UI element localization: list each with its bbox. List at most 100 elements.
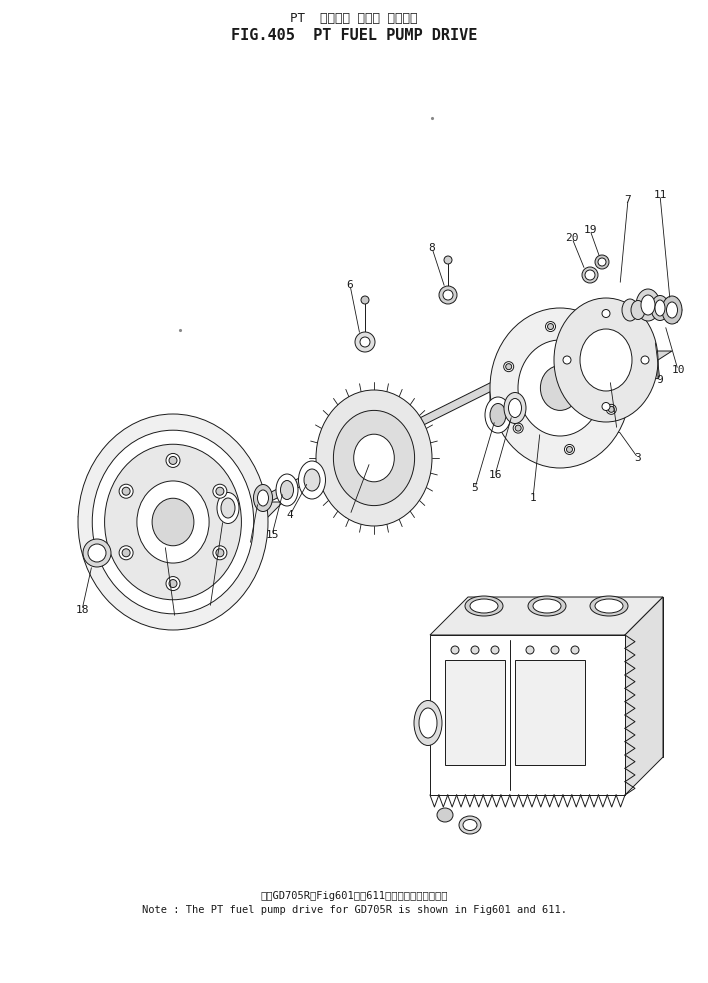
Text: 11: 11 (653, 190, 667, 200)
Ellipse shape (470, 599, 498, 613)
Text: 7: 7 (624, 195, 632, 205)
Circle shape (471, 646, 479, 654)
Ellipse shape (463, 820, 477, 831)
Circle shape (122, 549, 130, 556)
Text: 2: 2 (614, 425, 620, 435)
Ellipse shape (253, 485, 273, 511)
Ellipse shape (490, 308, 630, 468)
Ellipse shape (622, 299, 638, 321)
Text: 3: 3 (634, 453, 641, 463)
Polygon shape (468, 597, 663, 757)
Text: は、GD705RはFig601及び611に記載してあります。: は、GD705RはFig601及び611に記載してあります。 (261, 891, 447, 901)
Text: 8: 8 (428, 243, 435, 253)
Circle shape (360, 337, 370, 347)
Circle shape (563, 356, 571, 364)
Text: PT  フェエル ポンプ ドライブ: PT フェエル ポンプ ドライブ (290, 12, 418, 25)
Ellipse shape (595, 599, 623, 613)
Circle shape (451, 646, 459, 654)
Ellipse shape (528, 596, 566, 616)
Polygon shape (186, 331, 597, 542)
Polygon shape (554, 351, 672, 378)
Ellipse shape (258, 490, 268, 506)
Text: 1: 1 (530, 493, 537, 503)
Text: 20: 20 (565, 233, 578, 243)
Text: 15: 15 (266, 530, 279, 540)
Ellipse shape (280, 481, 294, 499)
Ellipse shape (217, 492, 239, 524)
Circle shape (641, 356, 649, 364)
Circle shape (119, 546, 133, 559)
Ellipse shape (333, 410, 415, 505)
Ellipse shape (508, 398, 522, 418)
Circle shape (608, 406, 615, 412)
Circle shape (169, 456, 177, 464)
Text: 5: 5 (472, 483, 479, 493)
Ellipse shape (485, 397, 511, 433)
Ellipse shape (152, 498, 194, 546)
Circle shape (361, 296, 369, 304)
Ellipse shape (554, 298, 658, 422)
Polygon shape (78, 502, 283, 517)
Circle shape (216, 549, 224, 556)
Circle shape (513, 423, 523, 434)
Text: FIG.405  PT FUEL PUMP DRIVE: FIG.405 PT FUEL PUMP DRIVE (231, 28, 477, 42)
Polygon shape (625, 597, 663, 795)
Ellipse shape (655, 300, 665, 316)
Circle shape (506, 364, 512, 370)
Polygon shape (490, 376, 648, 404)
Circle shape (585, 270, 595, 280)
Ellipse shape (316, 390, 432, 526)
Circle shape (515, 425, 521, 432)
Polygon shape (445, 660, 505, 765)
Circle shape (595, 255, 609, 269)
Ellipse shape (636, 289, 660, 321)
Text: Note : The PT fuel pump drive for GD705R is shown in Fig601 and 611.: Note : The PT fuel pump drive for GD705R… (142, 905, 566, 915)
Ellipse shape (540, 366, 580, 410)
Ellipse shape (666, 302, 678, 318)
Text: 6: 6 (347, 280, 353, 290)
Polygon shape (430, 635, 625, 795)
Text: 4: 4 (287, 510, 293, 520)
Circle shape (503, 362, 514, 372)
Ellipse shape (304, 469, 320, 491)
Ellipse shape (533, 599, 561, 613)
Circle shape (88, 544, 106, 562)
Circle shape (551, 646, 559, 654)
Ellipse shape (221, 498, 235, 518)
Circle shape (169, 580, 177, 588)
Text: 9: 9 (656, 375, 663, 385)
Circle shape (598, 258, 606, 266)
Circle shape (606, 404, 616, 415)
Ellipse shape (490, 403, 506, 427)
Text: 13: 13 (244, 540, 257, 550)
Circle shape (355, 332, 375, 352)
Text: 10: 10 (671, 365, 685, 375)
Ellipse shape (137, 481, 209, 563)
Circle shape (547, 323, 554, 329)
Ellipse shape (78, 414, 268, 630)
Ellipse shape (641, 295, 655, 315)
Ellipse shape (590, 596, 628, 616)
Circle shape (122, 488, 130, 495)
Ellipse shape (459, 816, 481, 834)
Circle shape (526, 646, 534, 654)
Circle shape (83, 539, 111, 567)
Circle shape (166, 577, 180, 591)
Polygon shape (430, 597, 663, 635)
Circle shape (213, 485, 227, 498)
Circle shape (444, 256, 452, 264)
Circle shape (166, 453, 180, 468)
Circle shape (216, 488, 224, 495)
Ellipse shape (105, 444, 241, 600)
Ellipse shape (518, 340, 602, 436)
Ellipse shape (504, 392, 526, 424)
Text: 17: 17 (169, 613, 182, 623)
Ellipse shape (419, 708, 437, 738)
Ellipse shape (662, 296, 682, 324)
Circle shape (566, 446, 573, 452)
Circle shape (571, 646, 579, 654)
Circle shape (439, 286, 457, 304)
Circle shape (597, 343, 607, 353)
Ellipse shape (276, 474, 298, 506)
Circle shape (119, 485, 133, 498)
